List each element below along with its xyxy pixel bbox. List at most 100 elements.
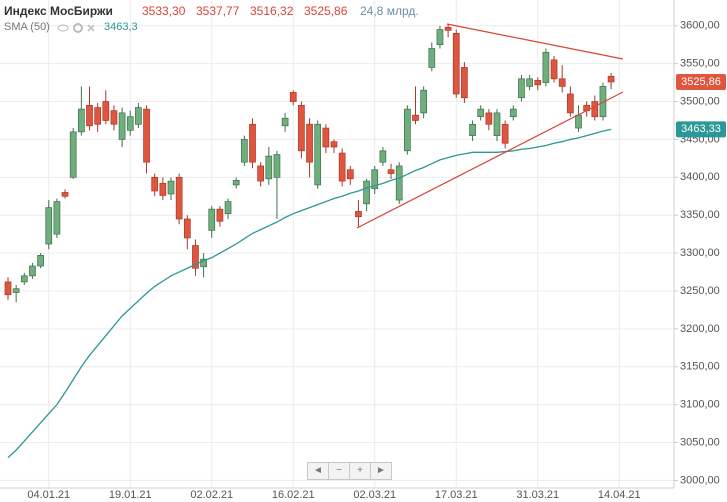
y-tick-label: 3100,00 xyxy=(680,399,720,411)
nav-button[interactable]: − xyxy=(328,462,350,480)
y-tick-label: 3550,00 xyxy=(680,58,720,70)
last-price-label: 3525,86 xyxy=(681,76,721,88)
candle-body xyxy=(412,114,419,121)
candle-body xyxy=(175,176,183,220)
candle-body xyxy=(4,281,12,296)
marks xyxy=(4,24,615,459)
candle-body xyxy=(493,112,501,136)
nav-button[interactable]: ◄ xyxy=(307,462,329,480)
candle-body xyxy=(607,75,615,83)
header-low: 3516,32 xyxy=(250,4,294,18)
candle-body xyxy=(216,208,224,222)
y-tick-label: 3150,00 xyxy=(680,361,720,373)
candle-body xyxy=(183,218,191,239)
sma-line xyxy=(7,128,612,459)
candle-body xyxy=(346,169,354,180)
candle-body xyxy=(509,108,517,118)
candle-body xyxy=(436,29,444,46)
candle-body xyxy=(469,123,476,136)
candle-body xyxy=(167,180,175,195)
gear-icon[interactable] xyxy=(73,23,83,33)
candle-body xyxy=(599,86,607,118)
nav-buttons: ◄ − + ► xyxy=(307,462,392,480)
candle-body xyxy=(550,59,558,80)
candle-body xyxy=(518,78,525,99)
x-tick-label: 16.02.21 xyxy=(272,489,315,501)
labels: 3000,00 3050,00 3100,00 3150,00 3200,00 3250,… xyxy=(27,20,726,501)
candle-body xyxy=(289,92,297,102)
close-icon[interactable] xyxy=(87,24,95,32)
candle-body xyxy=(77,108,85,133)
nav-button[interactable]: ► xyxy=(370,462,392,480)
candle-body xyxy=(314,123,322,186)
candle-body xyxy=(485,112,493,125)
candle-body xyxy=(477,108,485,118)
candle-body xyxy=(102,101,110,121)
candle-body xyxy=(338,152,346,182)
x-tick-label: 04.01.21 xyxy=(27,489,70,501)
y-tick-label: 3400,00 xyxy=(680,171,720,183)
last-price-badge xyxy=(676,73,726,90)
candle-body xyxy=(53,201,61,235)
candle-body xyxy=(192,245,199,269)
x-tick-label: 31.03.21 xyxy=(516,489,559,501)
candle-body xyxy=(379,150,387,163)
sma-last-label: 3463,33 xyxy=(681,123,721,135)
sma-legend-value: 3463,3 xyxy=(104,21,138,33)
candle-body xyxy=(273,154,281,178)
candle-body xyxy=(395,165,403,201)
candle-body xyxy=(558,78,566,87)
header-close: 3525,86 xyxy=(304,4,348,18)
candle-body xyxy=(591,101,599,118)
candle-body xyxy=(387,169,395,174)
candle-body xyxy=(355,211,362,218)
trend-line xyxy=(356,91,624,229)
header-high: 3537,77 xyxy=(196,4,240,18)
x-tick-label: 19.01.21 xyxy=(109,489,152,501)
candle-body xyxy=(208,208,216,231)
candle-body xyxy=(143,108,150,163)
y-tick-label: 3300,00 xyxy=(680,247,720,259)
candle-body xyxy=(363,180,370,205)
x-tick-label: 02.03.21 xyxy=(353,489,396,501)
candle-body xyxy=(86,104,93,127)
candle-body xyxy=(69,131,77,178)
y-tick-label: 3250,00 xyxy=(680,285,720,297)
y-tick-label: 3600,00 xyxy=(680,20,720,32)
candle-body xyxy=(420,89,427,114)
candle-body xyxy=(330,141,338,148)
candle-body xyxy=(61,192,69,197)
sma-last-badge xyxy=(676,121,726,138)
candle-body xyxy=(151,176,159,192)
candle-body xyxy=(241,139,248,163)
header-volume: 24,8 млрд. xyxy=(360,4,419,18)
y-tick-label: 3050,00 xyxy=(680,436,720,448)
candle-body xyxy=(444,26,452,31)
candle-body xyxy=(249,123,256,163)
candle-body xyxy=(298,104,305,152)
eye-icon[interactable] xyxy=(57,24,69,32)
y-tick-label: 3350,00 xyxy=(680,209,720,221)
candle-body xyxy=(452,32,460,95)
candle-body xyxy=(371,169,379,190)
nav-button[interactable]: + xyxy=(349,462,371,480)
candle-body xyxy=(322,127,330,148)
candle-body xyxy=(29,265,36,277)
candle-body xyxy=(94,107,102,125)
candle-body xyxy=(12,288,20,293)
legend-icons[interactable] xyxy=(57,23,95,33)
candle-body xyxy=(542,51,550,83)
candle-body xyxy=(428,48,436,68)
x-tick-label: 14.04.21 xyxy=(598,489,641,501)
candle-body xyxy=(404,108,411,152)
candle-body xyxy=(265,155,273,180)
plot-area xyxy=(0,0,674,488)
candle-body xyxy=(20,275,28,283)
candle-body xyxy=(232,179,240,186)
candle-body xyxy=(135,107,142,125)
candle-body xyxy=(224,201,232,215)
header-open: 3533,30 xyxy=(142,4,186,18)
